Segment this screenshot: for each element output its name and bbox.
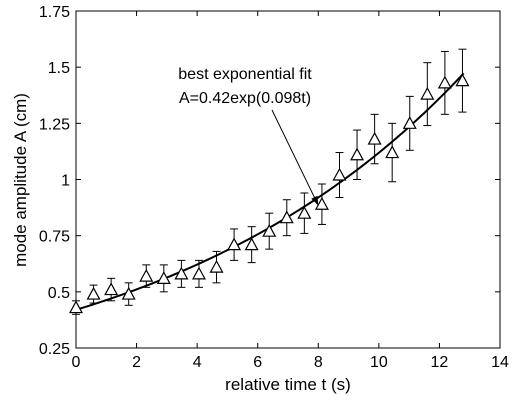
data-point (332, 152, 347, 198)
y-axis-label: mode amplitude A (cm) (11, 93, 30, 267)
y-tick-label: 1.25 (39, 116, 70, 133)
triangle-marker (420, 86, 435, 100)
triangle-marker (174, 266, 189, 280)
data-point (191, 259, 206, 288)
fit-curve (75, 72, 465, 311)
triangle-marker (244, 237, 259, 251)
data-point (314, 183, 329, 225)
annotation-line-2: A=0.42exp(0.098t) (179, 90, 311, 107)
triangle-marker (191, 266, 206, 280)
plot-frame (75, 10, 501, 349)
data-point (68, 300, 84, 315)
triangle-marker (104, 282, 119, 296)
data-point (350, 129, 365, 180)
data-point (86, 284, 101, 304)
x-tick-label: 8 (314, 354, 323, 371)
x-tick-label: 14 (491, 354, 509, 371)
data-point (227, 228, 242, 261)
x-tick-label: 10 (370, 354, 388, 371)
x-tick-label: 12 (431, 354, 449, 371)
triangle-marker (402, 116, 417, 129)
data-point (367, 113, 382, 165)
data-point (385, 122, 400, 183)
y-tick-label: 1.75 (39, 4, 70, 21)
y-tick-label: 0.5 (48, 285, 70, 302)
data-point (174, 259, 189, 288)
data-point (262, 212, 277, 250)
triangle-marker (68, 300, 84, 314)
data-point (437, 50, 452, 115)
triangle-marker (350, 147, 365, 161)
data-point (121, 282, 136, 306)
data-series (68, 48, 470, 315)
triangle-marker (314, 196, 329, 210)
y-axis: 0.25 0.5 0.75 1 1.25 1.5 1.75 (39, 4, 500, 358)
triangle-marker (121, 286, 136, 300)
y-tick-label: 0.75 (39, 229, 70, 246)
data-point (209, 250, 224, 284)
x-tick-label: 6 (253, 354, 262, 371)
data-point (279, 199, 294, 237)
triangle-marker (455, 73, 470, 87)
data-point (455, 48, 470, 113)
triangle-marker (139, 268, 154, 282)
triangle-marker (385, 145, 400, 159)
annotation-line-1: best exponential fit (178, 66, 312, 83)
y-tick-label: 0.25 (39, 341, 70, 358)
x-axis-label: relative time t (s) (225, 375, 351, 394)
triangle-marker (279, 210, 294, 224)
triangle-marker (262, 223, 277, 237)
triangle-marker (297, 205, 312, 219)
x-tick-label: 0 (72, 354, 81, 371)
annotation-arrow-head (311, 195, 319, 206)
data-point (244, 226, 259, 264)
triangle-marker (332, 167, 347, 181)
triangle-marker (209, 259, 224, 273)
x-tick-label: 4 (193, 354, 202, 371)
data-point (139, 264, 154, 288)
triangle-marker (437, 75, 452, 89)
annotation-arrow-line (271, 109, 319, 206)
triangle-marker (227, 237, 242, 251)
data-point (402, 95, 417, 151)
y-tick-label: 1 (61, 173, 70, 190)
annotation: best exponential fit A=0.42exp(0.098t) (178, 66, 319, 206)
data-point (297, 192, 312, 234)
data-point (156, 264, 171, 293)
fit-curve-layer (75, 72, 465, 311)
y-tick-label: 1.5 (48, 60, 70, 77)
x-tick-label: 2 (132, 354, 141, 371)
x-axis: 0 2 4 6 8 10 12 14 (72, 11, 509, 371)
triangle-marker (86, 286, 101, 300)
data-point (420, 62, 435, 127)
triangle-marker (156, 271, 171, 284)
data-point (104, 277, 119, 302)
triangle-marker (367, 131, 382, 145)
plot-area (75, 10, 501, 349)
